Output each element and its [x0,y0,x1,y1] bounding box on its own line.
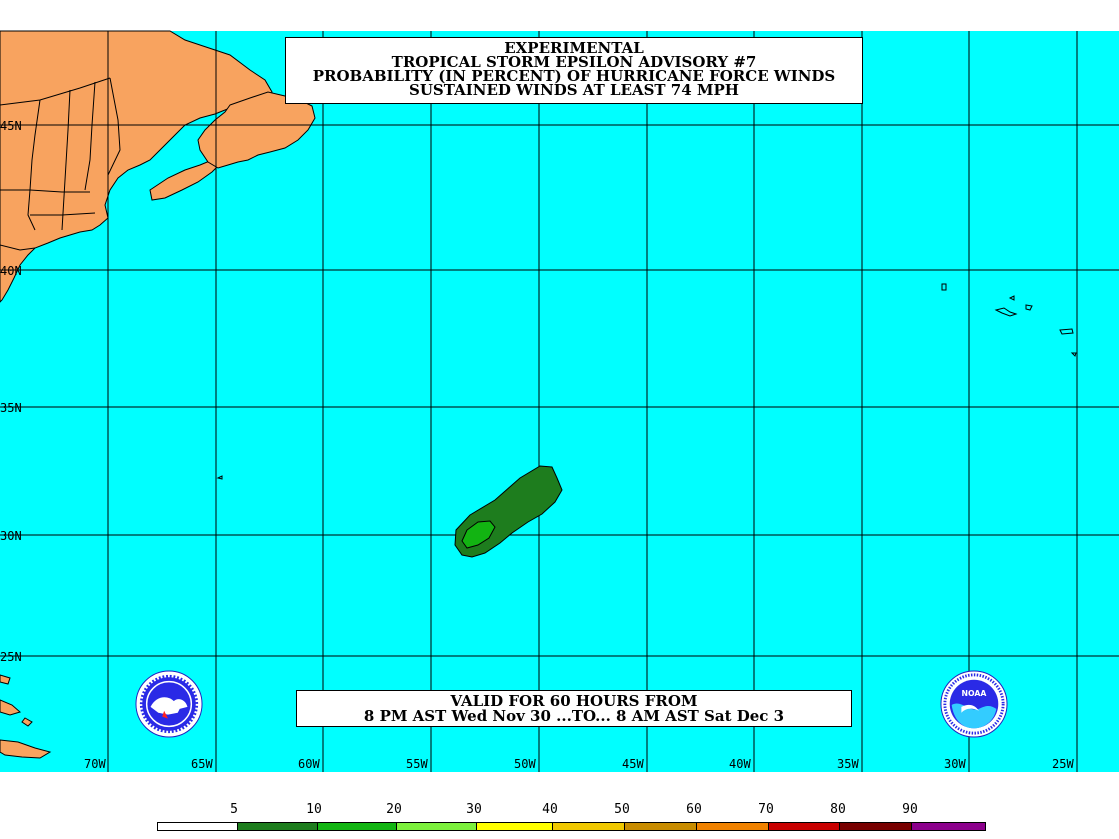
legend-label-70: 70 [758,802,774,817]
caribbean-islands [0,674,52,759]
legend-seg-30-40 [477,823,554,830]
noaa-logo-text: NOAA [962,689,987,698]
lat-label-40n: 40N [0,264,22,278]
lon-label-65w: 65W [191,757,213,771]
grid-lines [0,31,1119,772]
title-line-4: SUSTAINED WINDS AT LEAST 74 MPH [409,81,739,99]
legend-label-60: 60 [686,802,702,817]
azores-islands [216,283,1077,480]
legend-seg-70-80 [768,823,841,830]
lat-label-35n: 35N [0,401,22,415]
lon-label-40w: 40W [729,757,751,771]
legend-label-20: 20 [386,802,402,817]
legend-seg-90-100 [912,823,986,830]
valid-line-2: 8 PM AST Wed Nov 30 ...TO... 8 AM AST Sa… [363,707,785,725]
map-title: EXPERIMENTAL TROPICAL STORM EPSILON ADVI… [285,37,863,104]
political-borders [0,77,121,251]
legend-seg-50-60 [624,823,697,830]
lon-label-45w: 45W [622,757,644,771]
title-line-1: EXPERIMENTAL [504,39,644,57]
legend-seg-5-10 [237,823,318,830]
lon-label-70w: 70W [84,757,106,771]
legend-seg-40-50 [553,823,625,830]
valid-period: VALID FOR 60 HOURS FROM 8 PM AST Wed Nov… [296,690,852,727]
legend-label-10: 10 [306,802,322,817]
lon-label-25w: 25W [1052,757,1074,771]
legend-seg-10-20 [317,823,398,830]
title-line-3: PROBABILITY (IN PERCENT) OF HURRICANE FO… [312,67,836,85]
legend-label-5: 5 [230,802,238,817]
legend-label-50: 50 [614,802,630,817]
lon-label-30w: 30W [944,757,966,771]
legend-label-90: 90 [902,802,918,817]
title-line-2: TROPICAL STORM EPSILON ADVISORY #7 [391,53,757,71]
legend-color-bar [157,822,986,831]
nws-logo [135,670,203,738]
land-north-america [0,30,273,303]
ocean [0,31,1119,772]
lon-label-50w: 50W [514,757,536,771]
legend-label-30: 30 [466,802,482,817]
lon-label-60w: 60W [298,757,320,771]
legend-seg-0-5 [158,823,238,830]
legend-seg-80-90 [840,823,913,830]
lat-label-25n: 25N [0,650,22,664]
legend-seg-20-30 [397,823,478,830]
noaa-logo: NOAA [940,670,1008,738]
valid-line-1: VALID FOR 60 HOURS FROM [450,692,698,710]
lon-label-35w: 35W [837,757,859,771]
lat-label-45n: 45N [0,119,22,133]
lon-label-55w: 55W [406,757,428,771]
legend-label-40: 40 [542,802,558,817]
lat-label-30n: 30N [0,529,22,543]
legend-seg-60-70 [696,823,769,830]
probability-area-10-20 [461,520,496,549]
legend-label-80: 80 [830,802,846,817]
